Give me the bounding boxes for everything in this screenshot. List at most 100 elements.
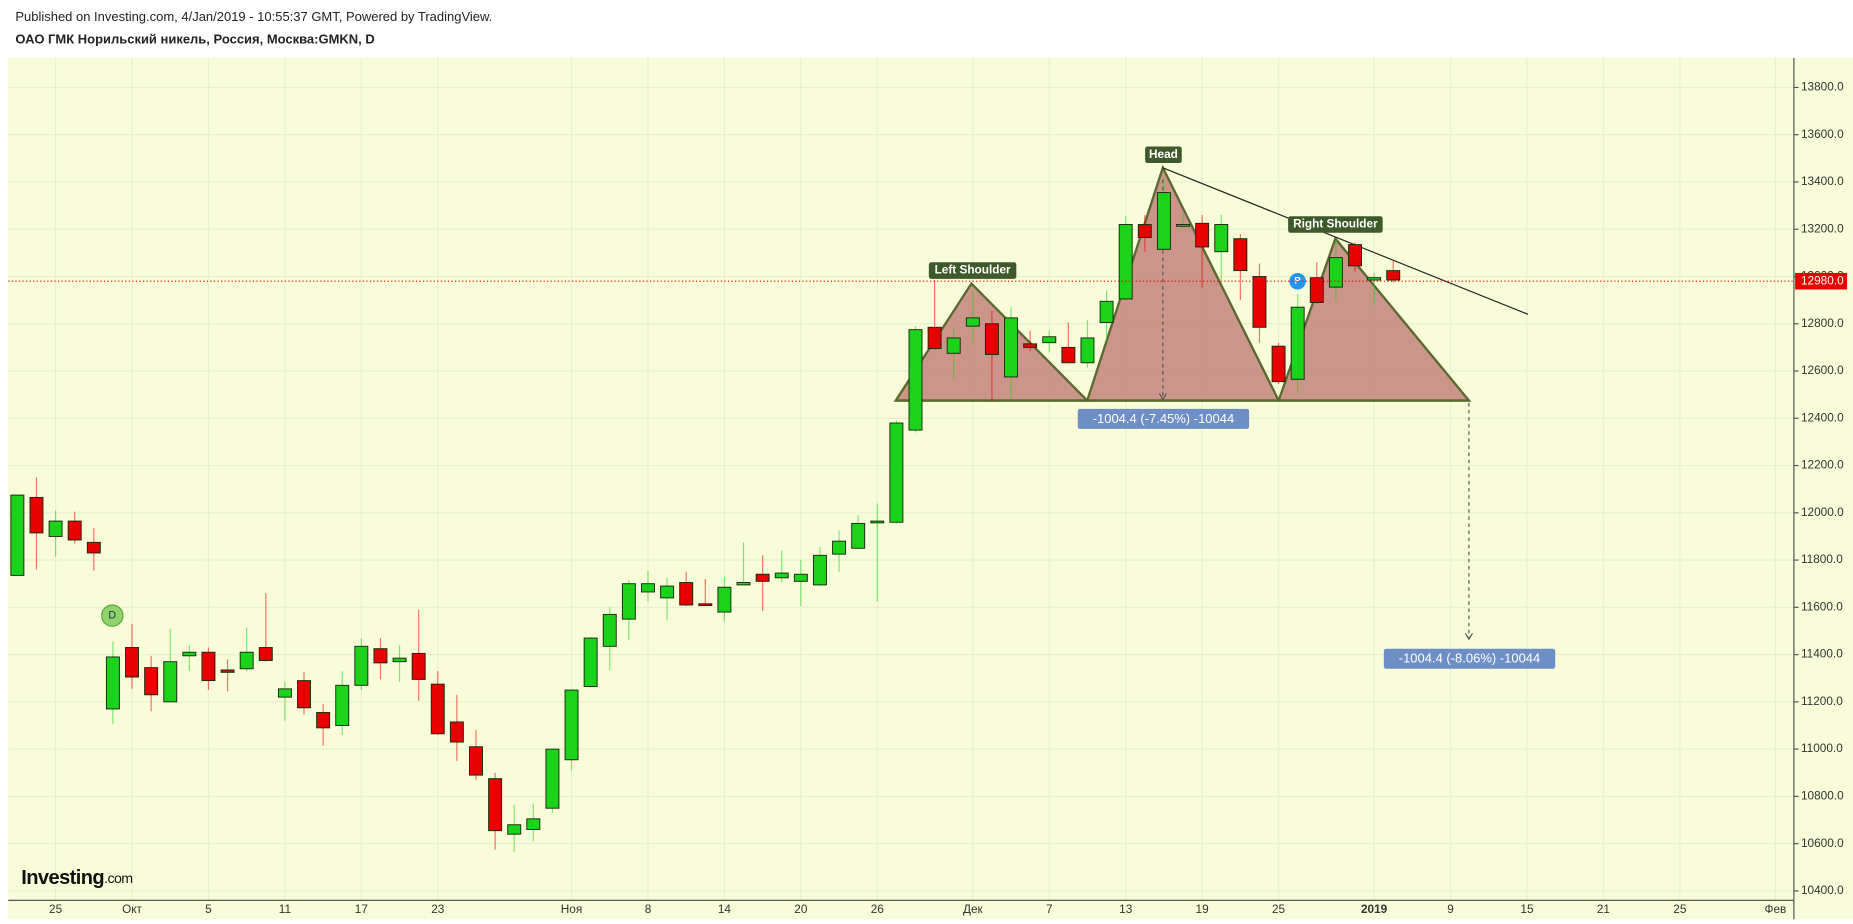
candle-body (1328, 257, 1343, 288)
candle-body (602, 613, 617, 647)
y-tick-label: 11600.0 (1801, 599, 1843, 613)
y-tick-label: 10400.0 (1801, 883, 1844, 897)
x-tick-label: 11 (279, 902, 291, 916)
candle-body (182, 651, 197, 657)
x-tick-label: Дек (963, 902, 984, 916)
measure-box (1383, 648, 1556, 669)
x-tick-label: 17 (355, 902, 368, 916)
x-tick-label: 5 (205, 902, 212, 916)
y-tick-label: 12200.0 (1801, 458, 1844, 472)
p-marker-label: P (1294, 276, 1300, 287)
candle-body (105, 656, 120, 710)
x-tick-label: 21 (1597, 902, 1610, 916)
x-tick-label: 15 (1520, 902, 1534, 916)
price-label-box (1795, 272, 1848, 290)
x-tick-label: 25 (1673, 902, 1687, 916)
candle-body (965, 317, 980, 327)
candle-body (29, 496, 44, 534)
x-tick-label: Фев (1765, 902, 1787, 916)
candle-body (277, 688, 292, 698)
candle-body (1252, 276, 1267, 328)
candle-body (507, 824, 522, 835)
logo: Investing.com (21, 867, 132, 889)
y-tick-label: 13200.0 (1801, 221, 1844, 235)
candle-body (488, 778, 503, 832)
annotations: Left Shoulder Head Right Shoulder -1004.… (101, 146, 1556, 669)
candle-body (373, 648, 388, 664)
symbol-title: ОАО ГМК Норильский никель, Россия, Москв… (15, 32, 374, 47)
x-tick-label: 2019 (1361, 902, 1388, 916)
y-tick-label: 10800.0 (1801, 789, 1844, 803)
x-tick-label: 20 (794, 902, 808, 916)
candle-body (640, 583, 655, 593)
candle-body (411, 652, 426, 680)
candle-body (1348, 244, 1362, 267)
logo-suffix: .com (104, 871, 132, 887)
trend-line (1162, 167, 1529, 315)
logo-name: Investing (21, 867, 104, 889)
axes: 10400.0 10600.0 10800.0 11000.0 11200.0 11400… (8, 80, 1848, 916)
published-line: Published on Investing.com, 4/Jan/2019 -… (15, 9, 492, 24)
candle-body (354, 645, 369, 686)
candle-body (239, 651, 254, 670)
candle-body (793, 573, 808, 582)
candle-body (201, 651, 216, 682)
candle-body (1195, 222, 1210, 248)
candle-body (1233, 238, 1248, 272)
plot-background (8, 57, 1853, 920)
candle-body (10, 494, 25, 576)
x-tick-label: Ноя (561, 902, 582, 916)
dividend-marker[interactable] (101, 604, 124, 627)
y-tick-label: 13800.0 (1801, 80, 1844, 94)
head-label: Head (1149, 147, 1178, 161)
candle-body (660, 585, 675, 599)
candle-body (1156, 192, 1171, 250)
y-tick-label: 12600.0 (1801, 363, 1844, 377)
candle-body (1061, 346, 1076, 364)
dividend-marker-label: D (108, 609, 116, 621)
candle-body (1099, 300, 1114, 324)
y-tick-label: 13600.0 (1801, 127, 1844, 141)
candle-body (1290, 306, 1305, 380)
y-tick-label: 10600.0 (1801, 836, 1844, 850)
x-tick-label: 19 (1196, 902, 1209, 916)
candle-body (583, 637, 598, 687)
candle-body (1271, 345, 1286, 383)
y-tick-label: 13400.0 (1801, 174, 1844, 188)
candle-body (545, 748, 560, 809)
candle-body (316, 712, 331, 729)
left-shoulder-label: Left Shoulder (935, 263, 1011, 277)
candle-body (144, 667, 159, 696)
candle-body (125, 647, 139, 678)
candle-body (163, 661, 178, 703)
arrow-head (1464, 633, 1473, 641)
y-tick-label: 11000.0 (1801, 741, 1843, 755)
y-tick-label: 11200.0 (1801, 694, 1843, 708)
candle-body (1367, 277, 1382, 281)
x-tick-label: 13 (1119, 902, 1133, 916)
candle-body (1080, 337, 1095, 364)
x-tick-label: Окт (122, 902, 142, 916)
candle-body (1118, 224, 1133, 300)
candle-body (698, 603, 713, 607)
candle-body (297, 680, 311, 709)
y-tick-label: 12000.0 (1801, 505, 1844, 519)
x-tick-label: 8 (645, 902, 652, 916)
candle-body (86, 541, 101, 554)
candle-body (717, 586, 732, 613)
candle-body (812, 554, 827, 586)
candle-body (774, 572, 789, 579)
candle-body (1137, 224, 1152, 238)
candle-body (927, 326, 942, 350)
candle-body (946, 337, 961, 354)
candle-body (449, 721, 464, 743)
candle-body (908, 329, 923, 431)
x-tick-label: 7 (1046, 902, 1053, 916)
x-tick-label: 23 (431, 902, 445, 916)
candle-body (851, 522, 866, 549)
y-tick-label: 11400.0 (1801, 647, 1843, 661)
p-marker[interactable] (1289, 272, 1306, 290)
candle-body (48, 520, 63, 537)
candle-body (1386, 270, 1401, 281)
y-tick-label: 11800.0 (1801, 552, 1843, 566)
